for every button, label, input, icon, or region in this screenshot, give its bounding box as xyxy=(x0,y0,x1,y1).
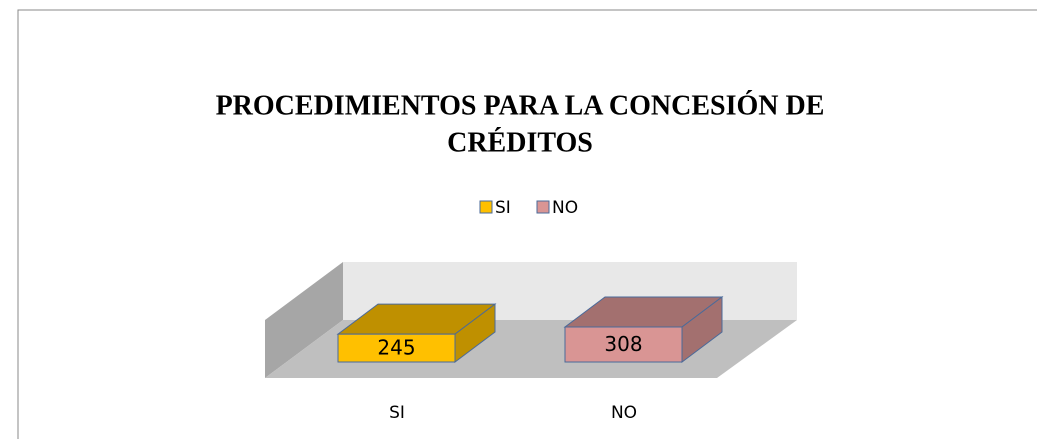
data-label: 308 xyxy=(604,332,642,356)
side-wall xyxy=(265,262,343,378)
chart-title: CRÉDITOS xyxy=(447,127,593,158)
x-tick-label: SI xyxy=(389,403,405,423)
data-label: 245 xyxy=(377,336,415,360)
legend-swatch xyxy=(536,200,550,214)
chart-title: PROCEDIMIENTOS PARA LA CONCESIÓN DE xyxy=(216,90,825,121)
bar xyxy=(337,333,456,363)
legend-swatch xyxy=(479,200,493,214)
bar xyxy=(564,326,683,363)
x-tick-label: NO xyxy=(611,403,637,423)
legend-label: NO xyxy=(552,198,578,218)
legend-label: SI xyxy=(495,198,511,218)
